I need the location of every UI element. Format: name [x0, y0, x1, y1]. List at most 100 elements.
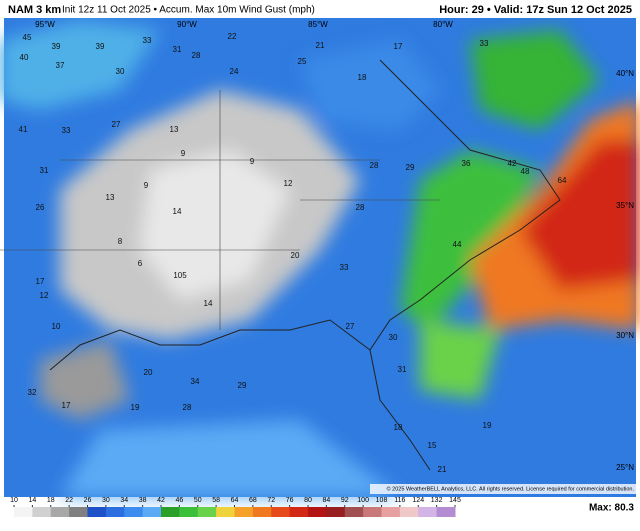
point-value: 28 [356, 203, 365, 212]
point-value: 18 [394, 423, 403, 432]
point-value: 36 [462, 159, 471, 168]
colorbar-label: 124 [412, 497, 424, 504]
colorbar-label: 84 [322, 497, 330, 504]
point-value: 39 [96, 42, 105, 51]
point-value: 37 [56, 61, 65, 70]
point-value: 13 [106, 193, 115, 202]
header-bar [0, 0, 640, 18]
colorbar-label: 72 [267, 497, 275, 504]
point-value: 10 [52, 322, 61, 331]
colorbar-label: 26 [84, 497, 92, 504]
colorbar-segment [326, 507, 346, 517]
point-value: 29 [406, 163, 415, 172]
point-value: 9 [181, 149, 186, 158]
point-value: 14 [204, 299, 213, 308]
colorbar-label: 76 [286, 497, 294, 504]
longitude-label: 85°W [308, 20, 328, 29]
colorbar-segment [197, 507, 217, 517]
colorbar-segment [418, 507, 438, 517]
point-value: 14 [173, 207, 182, 216]
latitude-label: 30°N [616, 331, 634, 340]
colorbar-segment [142, 507, 162, 517]
colorbar-segment [179, 507, 199, 517]
point-value: 24 [230, 67, 239, 76]
point-value: 39 [52, 42, 61, 51]
point-value: 9 [250, 157, 255, 166]
point-value: 40 [20, 53, 29, 62]
colorbar-segment [32, 507, 52, 517]
point-value: 27 [346, 322, 355, 331]
colorbar-segment [252, 507, 272, 517]
colorbar-segment [234, 507, 254, 517]
point-value: 12 [40, 291, 49, 300]
point-value: 22 [228, 32, 237, 41]
colorbar-label: 30 [102, 497, 110, 504]
colorbar-label: 34 [120, 497, 128, 504]
valid-time: Hour: 29 • Valid: 17z Sun 12 Oct 2025 [439, 4, 632, 16]
colorbar-segment [50, 507, 70, 517]
colorbar-segment [308, 507, 327, 517]
point-value: 33 [62, 126, 71, 135]
colorbar-label: 68 [249, 497, 257, 504]
latitude-label: 35°N [616, 201, 634, 210]
point-value: 12 [284, 179, 293, 188]
point-value: 20 [144, 368, 153, 377]
colorbar-label: 14 [28, 497, 36, 504]
point-value: 41 [19, 125, 28, 134]
point-value: 33 [340, 263, 349, 272]
colorbar-label: 46 [175, 497, 183, 504]
longitude-label: 90°W [177, 20, 197, 29]
map-description: Init 12z 11 Oct 2025 • Accum. Max 10m Wi… [62, 5, 315, 16]
colorbar-segment [14, 507, 33, 517]
point-value: 6 [138, 259, 143, 268]
point-value: 28 [192, 51, 201, 60]
point-value: 33 [480, 39, 489, 48]
point-value: 32 [28, 388, 37, 397]
colorbar-segment [289, 507, 309, 517]
point-value: 13 [170, 125, 179, 134]
colorbar-segment [344, 507, 364, 517]
point-value: 17 [394, 42, 403, 51]
colorbar-segment [87, 507, 107, 517]
longitude-label: 80°W [433, 20, 453, 29]
point-value: 31 [173, 45, 182, 54]
point-value: 45 [23, 33, 32, 42]
point-value: 34 [191, 377, 200, 386]
colorbar-label: 38 [139, 497, 147, 504]
point-value: 31 [40, 166, 49, 175]
colorbar-label: 108 [376, 497, 388, 504]
point-value: 42 [508, 159, 517, 168]
point-value: 15 [428, 441, 437, 450]
colorbar-label: 132 [431, 497, 443, 504]
point-value: 30 [116, 67, 125, 76]
colorbar-label: 145 [449, 497, 461, 504]
point-value: 31 [398, 365, 407, 374]
max-value: Max: 80.3 [589, 503, 634, 514]
point-value: 105 [173, 271, 187, 280]
point-value: 28 [370, 161, 379, 170]
colorbar-segment [124, 507, 144, 517]
colorbar-segment [216, 507, 235, 517]
colorbar-label: 92 [341, 497, 349, 504]
colorbar-label: 100 [357, 497, 369, 504]
colorbar-segment [105, 507, 125, 517]
colorbar-segment [69, 507, 88, 517]
point-value: 25 [298, 57, 307, 66]
colorbar-label: 18 [47, 497, 55, 504]
point-value: 64 [558, 176, 567, 185]
point-value: 30 [389, 333, 398, 342]
colorbar-label: 22 [65, 497, 73, 504]
colorbar-segment [399, 507, 419, 517]
colorbar-segment [381, 507, 401, 517]
colorbar-segment [271, 507, 291, 517]
point-value: 19 [131, 403, 140, 412]
colorbar-label: 80 [304, 497, 312, 504]
latitude-label: 40°N [616, 69, 634, 78]
point-value: 9 [144, 181, 149, 190]
model-name: NAM 3 km [8, 4, 61, 16]
colorbar-segment [363, 507, 382, 517]
point-value: 48 [521, 167, 530, 176]
colorbar-label: 116 [394, 497, 405, 504]
map-field [0, 18, 640, 497]
